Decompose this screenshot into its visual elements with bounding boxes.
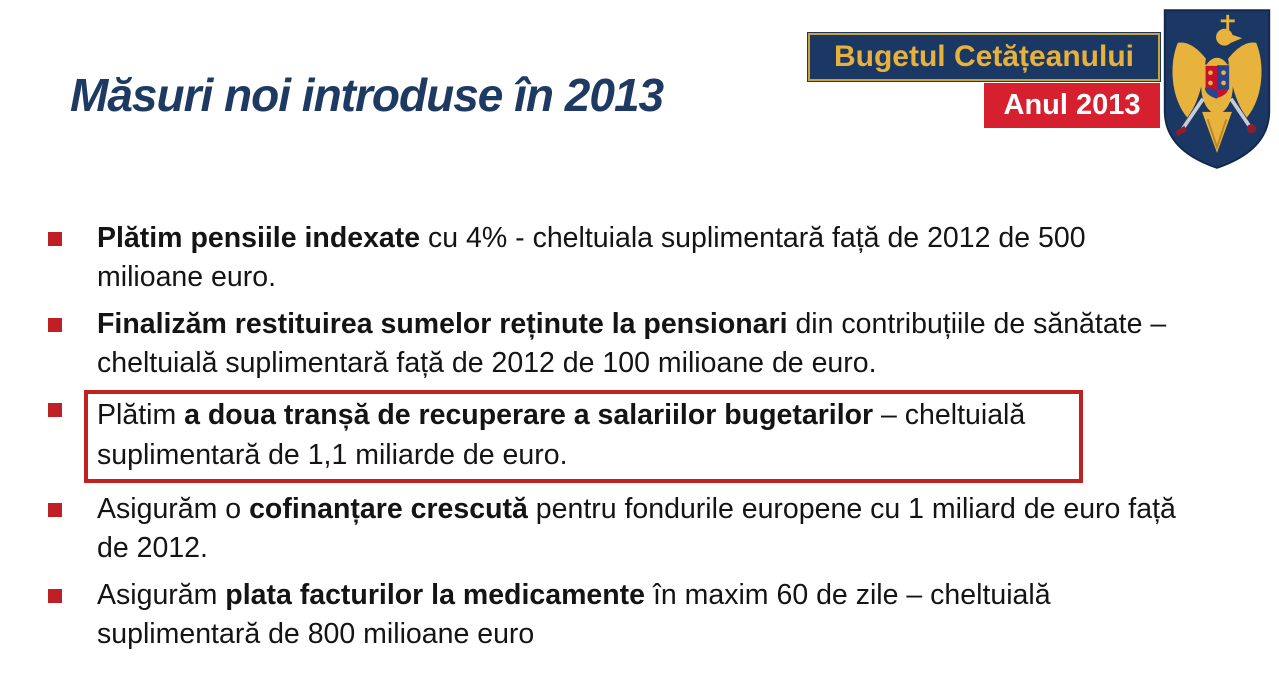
- bullet-text: Finalizăm restituirea sumelor reținute l…: [97, 305, 1198, 384]
- bullet-square-icon: [48, 502, 62, 517]
- bold-text-run: plata facturilor la medicamente: [225, 578, 646, 611]
- bold-text-run: cofinanțare crescută: [249, 492, 528, 525]
- bullet-square-icon: [48, 588, 62, 603]
- bold-text-run: Plătim pensiile indexate: [97, 222, 421, 254]
- bullet-text: Asigurăm o cofinanțare crescută pentru f…: [97, 490, 1198, 569]
- text-run: Plătim: [97, 399, 185, 432]
- year-badge: Anul 2013: [984, 83, 1160, 128]
- text-run: – cheltuială suplimentară de 1,1 miliard…: [97, 399, 1026, 471]
- bullet-square-icon: [48, 403, 62, 418]
- bullet-square-icon: [48, 232, 62, 246]
- bullet-list: Plătim pensiile indexate cu 4% - cheltui…: [48, 219, 1198, 661]
- list-item: Plătim a doua tranșă de recuperare a sal…: [48, 390, 1198, 483]
- bullet-text: Plătim pensiile indexate cu 4% - cheltui…: [97, 219, 1198, 298]
- year-badge-label: Anul 2013: [1003, 89, 1141, 121]
- list-item: Asigurăm plata facturilor la medicamente…: [48, 576, 1198, 655]
- budget-banner: Bugetul Cetățeanului: [808, 33, 1160, 81]
- romania-coat-of-arms-icon: [1163, 9, 1271, 169]
- text-run: în maxim 60 de zile – cheltuială suplime…: [97, 578, 1051, 650]
- list-item: Finalizăm restituirea sumelor reținute l…: [48, 305, 1198, 384]
- text-run: Asigurăm: [97, 578, 226, 611]
- bullet-square-icon: [48, 317, 62, 332]
- bullet-text: Asigurăm plata facturilor la medicamente…: [97, 576, 1198, 655]
- bold-text-run: a doua tranșă de recuperare a salariilor…: [184, 399, 874, 432]
- page-title: Măsuri noi introduse în 2013: [70, 69, 664, 121]
- text-run: Asigurăm o: [97, 492, 250, 525]
- list-item: Asigurăm o cofinanțare crescută pentru f…: [48, 490, 1198, 569]
- bullet-text-highlighted: Plătim a doua tranșă de recuperare a sal…: [84, 390, 1083, 483]
- text-run: din contribuțiile de sănătate – cheltuia…: [97, 307, 1167, 379]
- list-item: Plătim pensiile indexate cu 4% - cheltui…: [48, 219, 1198, 298]
- text-run: pentru fondurile europene cu 1 miliard d…: [97, 492, 1176, 565]
- bold-text-run: Finalizăm restituirea sumelor reținute l…: [97, 307, 788, 340]
- text-run: cu 4% - cheltuiala suplimentară față de …: [97, 222, 1086, 294]
- budget-banner-label: Bugetul Cetățeanului: [833, 40, 1134, 73]
